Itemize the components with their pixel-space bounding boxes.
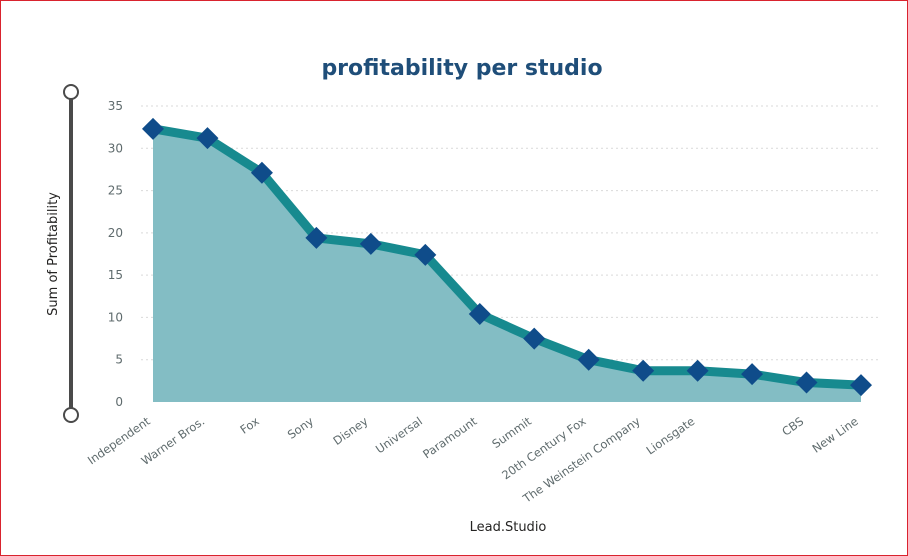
data-point-marker[interactable] xyxy=(305,226,328,249)
x-tick-label: Lionsgate xyxy=(644,414,698,458)
y-axis-title: Sum of Profitability xyxy=(46,192,61,316)
zoom-slider-bottom-handle[interactable] xyxy=(63,407,79,423)
x-tick-label: Summit xyxy=(489,414,534,451)
x-tick-label: Universal xyxy=(373,414,425,456)
data-point-marker[interactable] xyxy=(359,232,382,255)
data-point-marker[interactable] xyxy=(468,303,491,326)
chart-title: profitability per studio xyxy=(321,56,602,81)
x-tick-label: Fox xyxy=(237,414,261,437)
data-point-marker[interactable] xyxy=(686,359,709,382)
x-tick-label: Paramount xyxy=(420,414,480,462)
y-tick-label: 0 xyxy=(115,395,123,409)
x-tick-label: CBS xyxy=(779,414,806,439)
data-markers xyxy=(142,117,872,397)
y-tick-label: 10 xyxy=(108,310,123,324)
x-tick-label: New Line xyxy=(810,414,861,456)
x-axis-title: Lead.Studio xyxy=(470,520,547,535)
y-tick-label: 15 xyxy=(108,268,123,282)
data-point-marker[interactable] xyxy=(196,127,219,150)
data-point-marker[interactable] xyxy=(795,371,818,394)
data-point-marker[interactable] xyxy=(414,243,437,266)
zoom-slider-top-handle[interactable] xyxy=(63,84,79,100)
series-area xyxy=(153,128,861,402)
x-tick-label: Sony xyxy=(285,414,316,442)
y-tick-label: 35 xyxy=(108,99,123,113)
data-point-marker[interactable] xyxy=(850,374,872,397)
y-tick-label: 20 xyxy=(108,226,123,240)
data-point-marker[interactable] xyxy=(632,359,655,382)
y-axis-ticks: 0 5 10 15 20 25 30 35 xyxy=(108,99,123,409)
gridlines xyxy=(141,105,881,361)
data-point-marker[interactable] xyxy=(523,327,546,350)
y-tick-label: 30 xyxy=(108,141,123,155)
y-tick-label: 5 xyxy=(115,353,123,367)
data-point-marker[interactable] xyxy=(741,363,764,386)
data-point-marker[interactable] xyxy=(577,348,600,371)
zoom-slider[interactable] xyxy=(63,84,79,423)
data-point-marker[interactable] xyxy=(142,117,164,140)
y-tick-label: 25 xyxy=(108,184,123,198)
x-tick-label: Disney xyxy=(330,414,370,448)
